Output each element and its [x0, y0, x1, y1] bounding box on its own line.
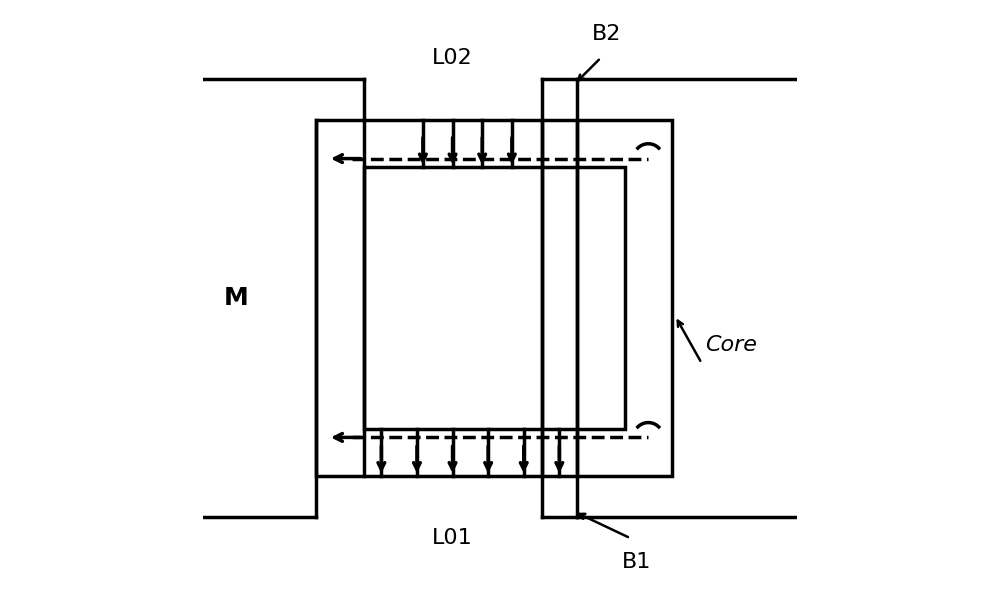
Text: Core: Core	[705, 336, 757, 355]
Text: M: M	[224, 286, 248, 310]
Text: L01: L01	[432, 528, 473, 548]
Text: B1: B1	[622, 552, 651, 572]
Bar	[364, 167, 625, 429]
Bar	[316, 120, 672, 476]
Text: L02: L02	[432, 48, 473, 68]
Text: B2: B2	[592, 24, 621, 44]
